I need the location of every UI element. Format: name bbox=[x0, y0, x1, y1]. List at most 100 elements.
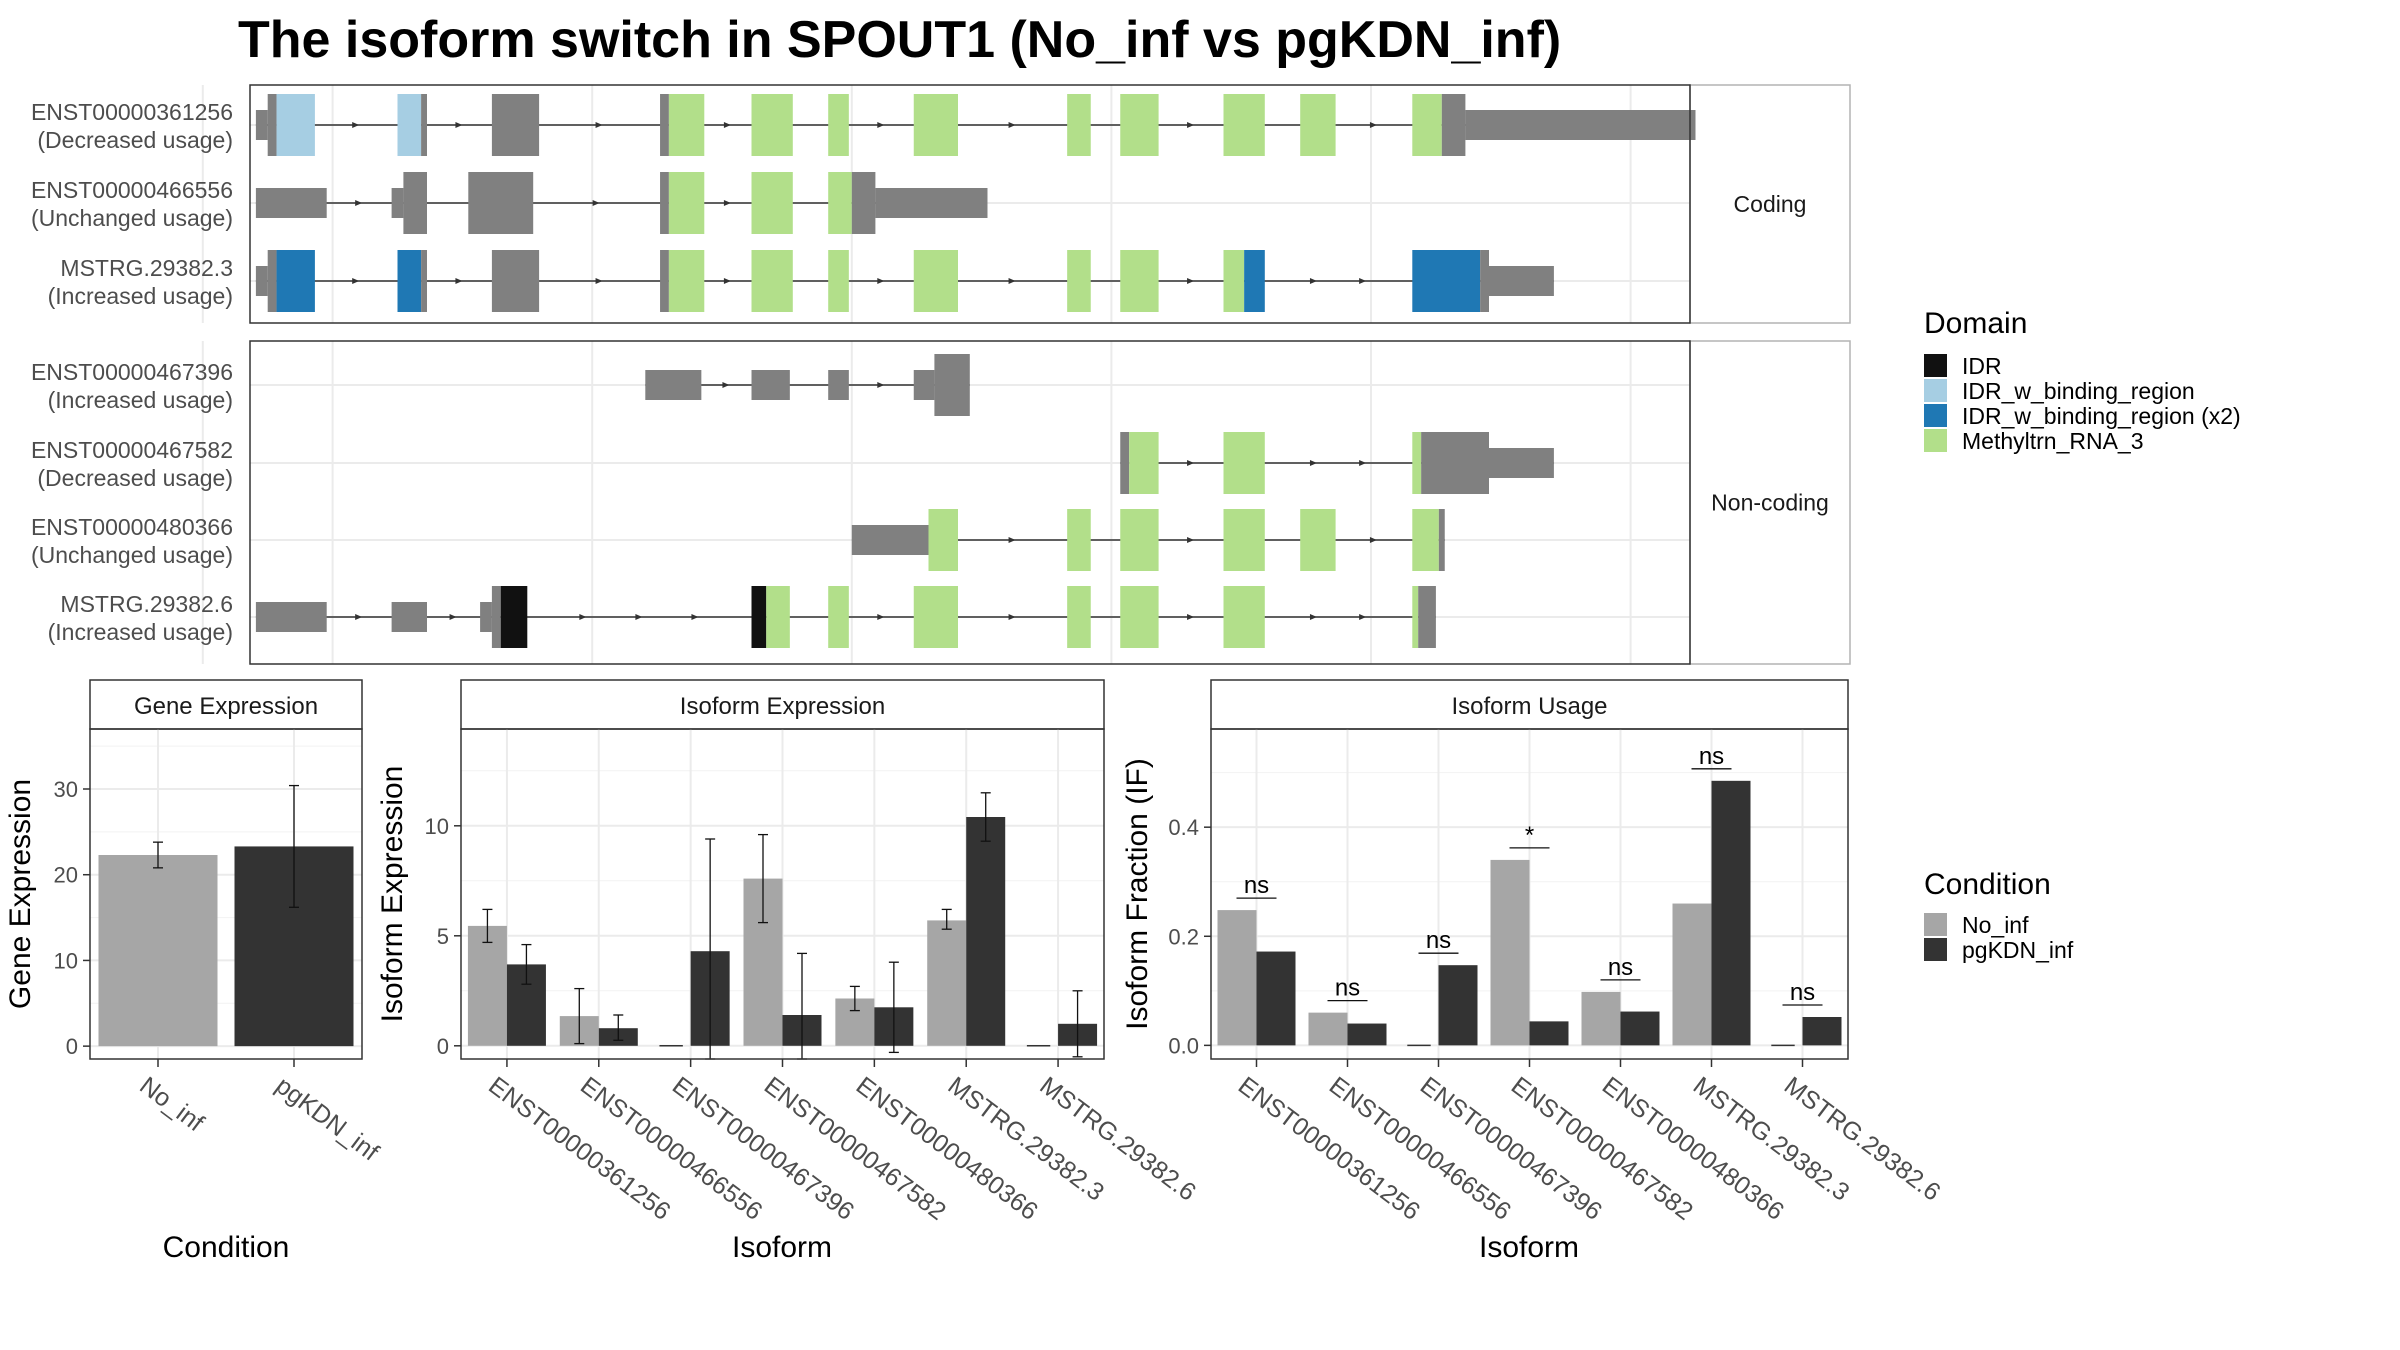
domain-block bbox=[828, 250, 849, 312]
y-tick-label: 5 bbox=[437, 924, 449, 949]
y-axis-title: Isoform Expression bbox=[376, 766, 409, 1023]
domain-block bbox=[828, 172, 852, 234]
exon-utr bbox=[256, 602, 327, 632]
domain-block bbox=[1412, 509, 1439, 571]
exon-cds bbox=[1439, 509, 1445, 571]
y-tick-label: 30 bbox=[54, 777, 78, 802]
domain-block bbox=[828, 94, 849, 156]
domain-block bbox=[1300, 94, 1335, 156]
bar bbox=[1348, 1024, 1387, 1046]
domain-block bbox=[277, 94, 315, 156]
significance-label: ns bbox=[1790, 979, 1815, 1006]
significance-label: ns bbox=[1244, 872, 1269, 899]
y-tick-label: 10 bbox=[54, 948, 78, 973]
bar bbox=[1309, 1013, 1348, 1046]
domain-block bbox=[1412, 432, 1421, 494]
bar bbox=[99, 855, 218, 1046]
x-tick-label: MSTRG.29382.3 bbox=[943, 1071, 1110, 1206]
bar bbox=[468, 926, 507, 1046]
significance-label: ns bbox=[1426, 927, 1451, 954]
domain-legend: Domain IDRIDR_w_binding_regionIDR_w_bindi… bbox=[1924, 307, 2241, 454]
significance-label: ns bbox=[1608, 954, 1633, 981]
legend-swatch bbox=[1924, 429, 1947, 452]
y-tick-label: 0 bbox=[66, 1034, 78, 1059]
domain-block bbox=[752, 586, 767, 648]
domain-block bbox=[1120, 509, 1158, 571]
domain-block bbox=[914, 250, 958, 312]
bar-chart-panel: Gene Expression 0 10 20 30 No_inf pgKDN_inf Con… bbox=[4, 680, 384, 1264]
exon-utr bbox=[256, 266, 268, 296]
domain-block bbox=[1412, 94, 1442, 156]
exon-cds bbox=[660, 94, 669, 156]
exon-cds bbox=[468, 172, 533, 234]
domain-block bbox=[1244, 250, 1265, 312]
exon-cds bbox=[852, 172, 876, 234]
domain-block bbox=[752, 250, 793, 312]
bar bbox=[1621, 1012, 1660, 1046]
domain-block bbox=[669, 250, 704, 312]
y-tick-label: 0.0 bbox=[1168, 1033, 1199, 1058]
transcript-id: ENST00000467582 bbox=[31, 437, 233, 463]
transcript-label: MSTRG.29382.3 (Increased usage) bbox=[48, 255, 233, 309]
bar bbox=[1257, 952, 1296, 1046]
bar bbox=[1803, 1017, 1842, 1045]
domain-block bbox=[1067, 250, 1091, 312]
y-tick-label: 20 bbox=[54, 863, 78, 888]
x-tick-label: MSTRG.29382.3 bbox=[1688, 1071, 1855, 1206]
x-axis-title: Condition bbox=[163, 1231, 290, 1264]
exon-cds bbox=[1120, 432, 1129, 494]
x-tick-label: No_inf bbox=[134, 1071, 209, 1137]
x-tick-label: pgKDN_inf bbox=[270, 1071, 383, 1166]
exon-cds bbox=[403, 172, 427, 234]
x-axis-title: Isoform bbox=[1479, 1231, 1579, 1264]
exon-cds bbox=[934, 354, 969, 416]
bar bbox=[927, 920, 966, 1045]
transcript-panel: CodingENST00000361256 (Decreased usage)EN… bbox=[31, 85, 1850, 323]
exon-utr bbox=[480, 602, 492, 632]
transcript-id: ENST00000480366 bbox=[31, 514, 233, 540]
legend-title: Domain bbox=[1924, 307, 2027, 340]
domain-block bbox=[1120, 586, 1158, 648]
legend-label: IDR bbox=[1962, 353, 2002, 379]
exon-cds bbox=[268, 250, 277, 312]
transcript-usage: (Unchanged usage) bbox=[31, 542, 233, 568]
exon-utr bbox=[392, 188, 404, 218]
transcript-usage: (Increased usage) bbox=[48, 619, 233, 645]
domain-block bbox=[752, 172, 793, 234]
legend-swatch bbox=[1924, 938, 1947, 961]
legend-label: IDR_w_binding_region bbox=[1962, 378, 2195, 404]
exon-utr bbox=[1489, 266, 1554, 296]
bar bbox=[1673, 904, 1712, 1046]
transcript-row: ENST00000466556 (Unchanged usage) bbox=[31, 172, 988, 234]
legend-swatch bbox=[1924, 354, 1947, 377]
y-tick-label: 0.2 bbox=[1168, 924, 1199, 949]
exon-utr bbox=[852, 525, 929, 555]
legend-label: Methyltrn_RNA_3 bbox=[1962, 428, 2144, 454]
significance-label: ns bbox=[1335, 975, 1360, 1002]
legend-swatch bbox=[1924, 379, 1947, 402]
domain-block bbox=[1412, 586, 1418, 648]
exon-cds bbox=[660, 172, 669, 234]
domain-block bbox=[1067, 509, 1091, 571]
domain-block bbox=[1412, 250, 1480, 312]
domain-block bbox=[501, 586, 528, 648]
domain-block bbox=[1224, 586, 1265, 648]
exon-cds bbox=[660, 250, 669, 312]
exon-cds bbox=[492, 586, 501, 648]
panel-title: Gene Expression bbox=[134, 693, 318, 720]
transcript-usage: (Decreased usage) bbox=[37, 465, 233, 491]
domain-block bbox=[277, 250, 315, 312]
y-tick-label: 10 bbox=[425, 814, 449, 839]
exon-cds bbox=[1418, 586, 1436, 648]
x-axis-title: Isoform bbox=[732, 1231, 832, 1264]
transcript-id: ENST00000466556 bbox=[31, 177, 233, 203]
domain-block bbox=[1224, 94, 1265, 156]
facet-strip-label: Non-coding bbox=[1711, 490, 1829, 516]
domain-block bbox=[1120, 250, 1158, 312]
bar bbox=[966, 817, 1005, 1046]
exon-utr bbox=[256, 110, 268, 140]
figure-title: The isoform switch in SPOUT1 (No_inf vs … bbox=[238, 11, 1561, 69]
transcript-usage: (Increased usage) bbox=[48, 387, 233, 413]
exon-utr bbox=[256, 188, 327, 218]
